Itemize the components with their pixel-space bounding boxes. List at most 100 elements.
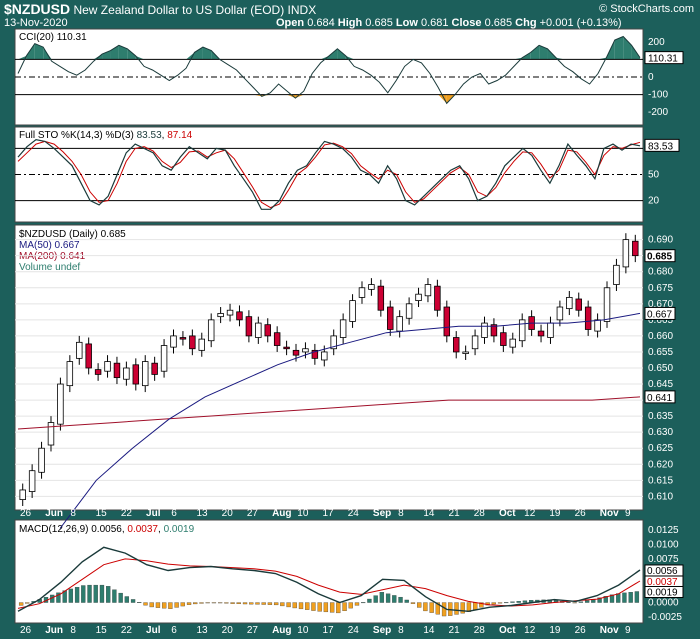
candle-body	[19, 489, 26, 500]
candle-body	[104, 361, 111, 372]
price-tick-label: 0.620	[648, 459, 673, 470]
cci-overbought-fill	[623, 36, 632, 60]
candle-body	[236, 311, 243, 321]
candle-body	[217, 313, 224, 318]
macd-histogram-bar	[112, 589, 117, 603]
macd-histogram-bar	[317, 602, 322, 612]
volume-legend: Volume undef	[19, 262, 80, 273]
macd-tick-label: 0.0125	[648, 525, 679, 536]
cci-oversold-fill	[438, 94, 447, 104]
exchange: INDX	[287, 3, 317, 17]
cci-overbought-fill	[186, 52, 195, 60]
macd-tick-label: 0.0100	[648, 539, 679, 550]
price-tick-label: 0.625	[648, 443, 673, 454]
macd-x-label: 8	[70, 625, 76, 636]
candle-body	[123, 367, 130, 380]
candle-body	[245, 316, 253, 337]
candle-body	[273, 332, 281, 346]
cci-overbought-fill	[118, 45, 128, 60]
candle-body	[518, 319, 526, 342]
macd-histogram-bar	[305, 602, 310, 610]
macd-x-label: 8	[398, 625, 404, 636]
candle-body	[584, 306, 592, 330]
macd-histogram-bar	[385, 593, 391, 603]
ma50-line	[59, 312, 641, 529]
cci-overbought-fill	[320, 55, 329, 60]
macd-histogram-bar	[516, 601, 521, 603]
candle-body	[481, 322, 488, 338]
price-x-label: Nov	[600, 508, 619, 519]
price-x-label: 21	[449, 508, 461, 519]
price-x-label: 22	[121, 508, 133, 519]
macd-histogram-bar	[168, 602, 173, 609]
candle-body	[537, 330, 545, 337]
macd-x-label: Nov	[600, 625, 619, 636]
price-tick-label: 0.615	[648, 475, 673, 486]
candle-body	[311, 349, 319, 359]
price-tag-box	[644, 249, 676, 263]
macd-histogram-bar	[348, 602, 353, 609]
candle-body	[321, 351, 328, 361]
macd-legend: MACD(12,26,9) 0.0056, 0.0037, 0.0019	[19, 524, 195, 535]
macd-x-label: 14	[423, 625, 435, 636]
price-tick-label: 0.645	[648, 379, 673, 390]
ma200-line	[17, 396, 641, 430]
price-tag-text: 0.685	[647, 252, 672, 263]
macd-histogram-bar	[18, 602, 24, 606]
ma200-legend: MA(200) 0.641	[19, 251, 86, 262]
macd-histogram-bar	[361, 602, 366, 604]
candle-body	[349, 300, 356, 322]
cci-overbought-fill	[102, 50, 111, 60]
candle-body	[622, 239, 630, 268]
macd-histogram-bar	[56, 592, 61, 603]
macd-histogram-bar	[25, 602, 30, 604]
macd-histogram-bar	[336, 602, 341, 614]
macd-tag-text: 0.0056	[647, 566, 678, 577]
price-x-label: 9	[625, 508, 631, 519]
cci-oversold-fill	[295, 94, 304, 99]
candle-body	[500, 332, 507, 346]
cci-value-text: 110.31	[648, 54, 678, 65]
candle-body	[113, 362, 121, 379]
macd-histogram-bar	[87, 584, 92, 603]
macd-x-label: 15	[96, 625, 108, 636]
cci-overbought-fill	[127, 48, 136, 60]
price-tick-label: 0.660	[648, 331, 673, 342]
sto-d-line	[17, 140, 641, 209]
macd-tag-text: 0.0019	[647, 587, 678, 598]
macd-histogram-bar	[81, 585, 86, 603]
candle-body	[339, 319, 347, 338]
macd-x-label: 21	[449, 625, 461, 636]
price-tick-label: 0.635	[648, 411, 673, 422]
cci-oversold-fill	[286, 94, 296, 99]
macd-histogram-bar	[435, 602, 441, 615]
macd-x-label: 24	[348, 625, 360, 636]
macd-histogram-bar	[616, 593, 621, 603]
macd-histogram-bar	[609, 594, 615, 603]
macd-x-label: 17	[323, 625, 335, 636]
candle-body	[302, 348, 309, 353]
macd-histogram-bar	[367, 598, 372, 603]
candle-body	[415, 293, 422, 302]
cci-tick-label: 0	[648, 72, 654, 83]
candle-body	[613, 264, 620, 285]
macd-histogram-bar	[124, 596, 129, 603]
price-tick-label: 0.655	[648, 347, 673, 358]
macd-histogram-bar	[342, 602, 347, 612]
macd-histogram-bar	[454, 602, 459, 615]
price-x-label: 14	[423, 508, 435, 519]
macd-histogram-bar	[323, 602, 329, 613]
candle-body	[603, 287, 611, 322]
price-tag-text: 0.641	[647, 393, 672, 404]
macd-x-label: Jun	[45, 625, 63, 636]
macd-histogram-bar	[522, 600, 528, 603]
cci-tick-label: 200	[648, 37, 665, 48]
macd-histogram-bar	[93, 584, 98, 603]
macd-histogram-bar	[242, 602, 248, 605]
macd-histogram-bar	[622, 592, 627, 603]
macd-histogram-bar	[423, 602, 428, 612]
price-x-label: 27	[247, 508, 259, 519]
macd-histogram-bar	[603, 596, 608, 603]
cci-line	[17, 35, 641, 105]
macd-histogram-bar	[130, 599, 136, 603]
